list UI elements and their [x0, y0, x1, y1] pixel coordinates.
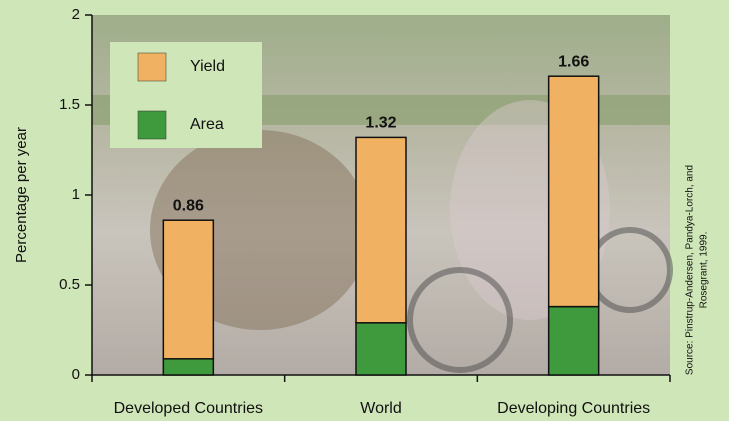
bar-segment	[163, 220, 213, 359]
total-label: 1.32	[365, 115, 396, 132]
x-tick-label: Developing Countries	[497, 400, 650, 417]
total-label: 1.66	[558, 53, 589, 70]
legend-label: Area	[190, 116, 224, 133]
legend-label: Yield	[190, 58, 225, 75]
bar-segment	[163, 359, 213, 375]
source-note: Source: Pinstrup-Andersen, Pandya-Lorch,…	[685, 165, 696, 375]
y-tick-label: 2	[72, 6, 80, 23]
bar-segment	[356, 323, 406, 375]
legend-swatch	[138, 53, 166, 81]
y-tick-label: 1	[72, 186, 80, 203]
x-tick-label: Developed Countries	[114, 400, 263, 417]
legend	[110, 42, 262, 148]
source-note: Rosegrant, 1999.	[699, 232, 710, 309]
legend-swatch	[138, 111, 166, 139]
y-axis-label: Percentage per year	[13, 127, 30, 263]
bar-segment	[549, 307, 599, 375]
legend-box	[110, 42, 262, 148]
x-tick-label: World	[360, 400, 402, 417]
bar-segment	[549, 76, 599, 306]
y-tick-label: 1.5	[59, 96, 80, 113]
y-tick-label: 0.5	[59, 276, 80, 293]
y-tick-label: 0	[72, 366, 80, 383]
bar-segment	[356, 137, 406, 322]
chart: Percentage per year Source: Pinstrup-And…	[0, 0, 729, 421]
total-label: 0.86	[173, 197, 204, 214]
